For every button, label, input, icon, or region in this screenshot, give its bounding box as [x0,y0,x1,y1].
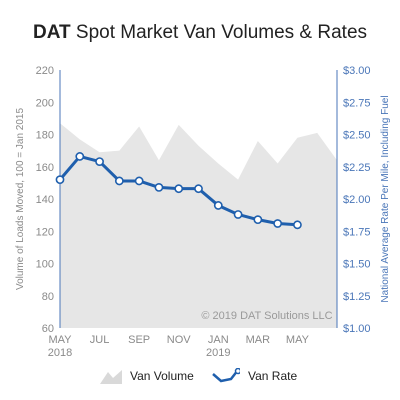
right-axis-title: National Average Rate Per Mile, Includin… [380,95,391,302]
left-axis-tick-label: 160 [36,162,54,174]
right-axis-tick-label: $2.00 [343,194,371,206]
van-rate-point [134,176,144,186]
van-rate-point [95,157,104,166]
left-axis-title: Volume of Loads Moved, 100 = Jan 2015 [15,108,26,291]
left-axis-tick-label: 120 [36,226,54,238]
x-axis-tick-label: NOV [167,334,192,346]
chart-title: DAT Spot Market Van Volumes & Rates [0,22,400,44]
left-axis-tick-label: 140 [36,194,54,206]
van-rate-point [75,152,85,161]
right-axis-tick-label: $3.00 [343,65,371,77]
right-axis-tick-label: $2.50 [343,130,371,142]
x-axis-tick-label: MAY [48,334,72,346]
legend-item-van-volume: Van Volume [100,368,194,384]
van-rate-point [194,184,203,194]
van-rate-point [213,201,223,210]
legend-item-van-rate: Van Rate [212,368,297,384]
van-rate-point [273,219,283,228]
chart-title-text: Spot Market Van Volumes & Rates [75,22,368,43]
left-axis-tick-label: 220 [36,65,54,77]
right-axis-tick-label: $1.00 [343,323,371,335]
left-axis-tick-label: 100 [36,259,54,271]
van-rate-point [174,184,184,194]
area-swatch-icon [100,370,122,384]
van-rate-point [233,210,243,219]
legend-label-van-volume: Van Volume [130,369,194,383]
van-volume-area [60,123,337,329]
chart-title-brand: DAT [32,22,71,43]
left-axis-tick-label: 200 [36,97,54,109]
x-axis-year-label: 2018 [48,347,72,359]
legend-label-van-rate: Van Rate [248,369,298,383]
right-axis-tick-label: $2.75 [343,97,371,109]
van-rate-point [154,182,164,192]
line-marker-swatch-icon [212,368,240,383]
x-axis-tick-label: JAN [208,334,229,346]
x-axis-tick-label: JUL [90,334,110,346]
x-axis-tick-label: MAY [286,334,310,346]
left-axis-tick-label: 80 [42,291,54,303]
right-axis-tick-label: $2.25 [343,162,371,174]
van-rate-point [293,220,302,230]
x-axis-year-label: 2019 [206,347,230,359]
van-rate-point [55,175,65,185]
van-rate-point [114,176,124,186]
x-axis-tick-label: SEP [128,334,150,346]
van-rate-point [253,215,263,225]
left-axis-tick-label: 180 [36,130,54,142]
right-axis-tick-label: $1.75 [343,226,371,238]
right-axis-tick-label: $1.50 [343,259,371,271]
watermark: © 2019 DAT Solutions LLC [201,310,332,322]
legend: Van Volume Van Rate [0,368,400,390]
left-axis-tick-label: 60 [42,323,54,335]
right-axis-tick-label: $1.25 [343,291,371,303]
x-axis-tick-label: MAR [246,334,271,346]
